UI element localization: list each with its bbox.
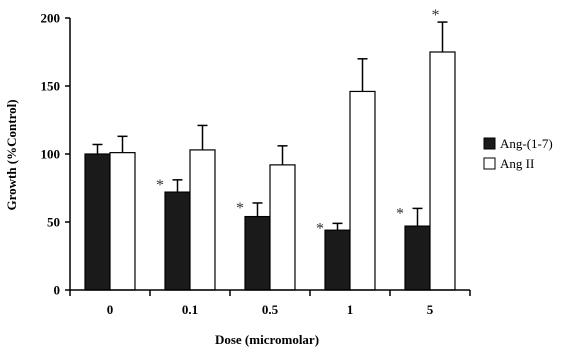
bar-ang-1-7--1 (324, 229, 351, 291)
x-tick-label: 0.5 (262, 302, 279, 317)
y-tick-label: 50 (47, 215, 60, 230)
significance-marker: * (396, 205, 404, 222)
bar-ang-1-7--0.5 (244, 215, 271, 291)
x-axis-title: Dose (micromolar) (215, 332, 319, 347)
y-tick-label: 100 (41, 147, 61, 162)
x-axis-ticks: 0 0.1 0.5 1 5 (69, 290, 471, 317)
legend-label: Ang II (500, 156, 534, 171)
bar-ang-1-7--5 (404, 225, 431, 291)
bar-ang-ii-0.5 (269, 164, 296, 291)
bar-ang-ii-5 (429, 51, 456, 291)
legend-swatch (483, 137, 496, 150)
legend: Ang-(1-7) Ang II (483, 136, 553, 171)
axes (69, 18, 470, 291)
bar-ang-ii-0 (109, 152, 136, 291)
significance-marker: * (316, 220, 324, 237)
bars-layer: * * * * * (84, 7, 456, 291)
significance-marker: * (236, 200, 244, 217)
y-tick-label: 200 (41, 11, 61, 26)
y-tick-label: 0 (54, 283, 61, 298)
y-axis-ticks: 0 50 100 150 200 (41, 11, 70, 298)
x-tick-label: 1 (347, 302, 354, 317)
y-tick-label: 150 (41, 79, 61, 94)
x-tick-label: 5 (427, 302, 434, 317)
y-axis-title: Growth (%Control) (4, 99, 19, 210)
legend-swatch (483, 157, 496, 170)
bar-ang-1-7--0.1 (164, 191, 191, 291)
bar-ang-ii-1 (349, 90, 376, 291)
x-tick-label: 0.1 (182, 302, 198, 317)
bar-ang-1-7--0 (84, 153, 111, 291)
significance-marker: * (156, 177, 164, 194)
bar-ang-ii-0.1 (189, 149, 216, 291)
legend-label: Ang-(1-7) (500, 136, 553, 151)
x-tick-label: 0 (107, 302, 114, 317)
significance-marker: * (432, 7, 440, 24)
